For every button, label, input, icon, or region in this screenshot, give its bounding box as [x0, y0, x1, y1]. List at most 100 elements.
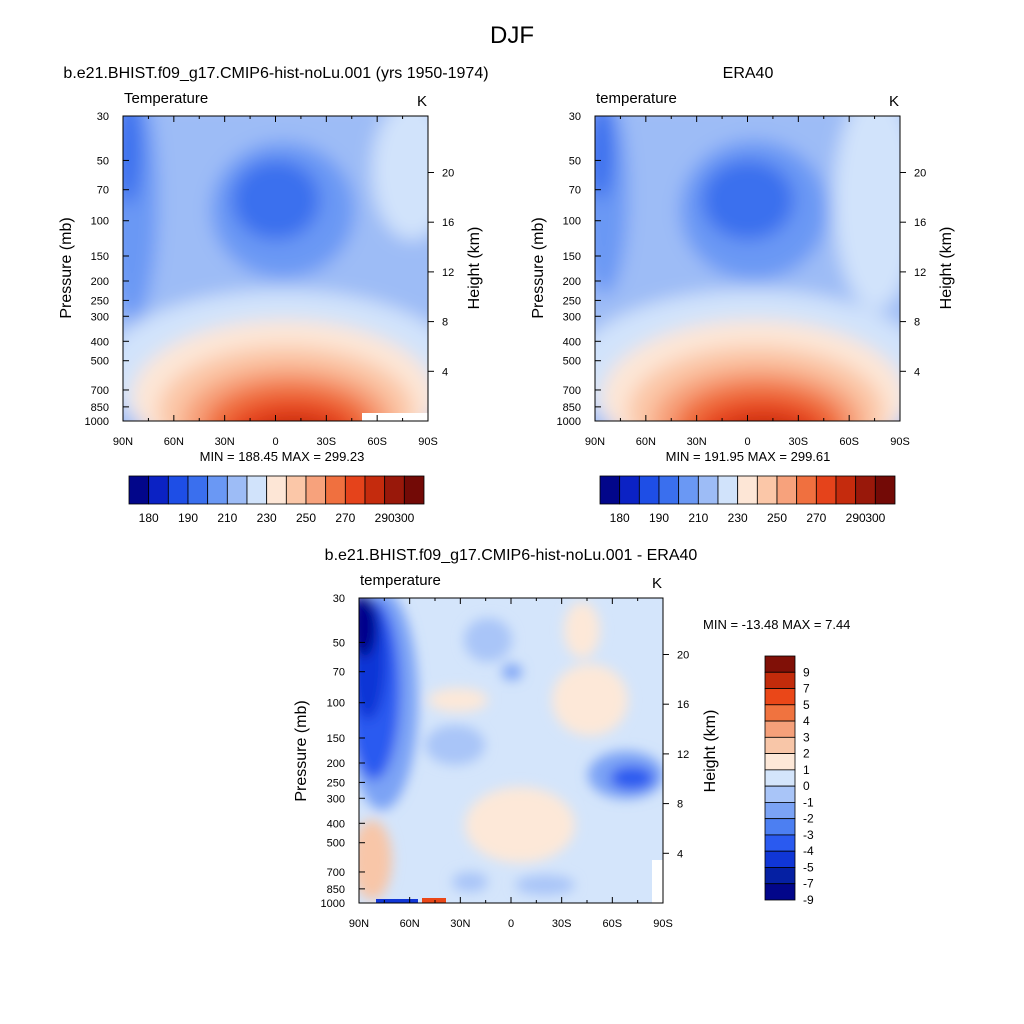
- x-tick-label: 30N: [687, 436, 707, 448]
- x-tick-label: 90N: [349, 918, 369, 930]
- colorbar-box: [305, 475, 327, 505]
- field-south-cold-2: [610, 766, 654, 790]
- field-tropopause-core: [232, 160, 320, 240]
- field-lower-5: [231, 400, 353, 421]
- x-tick-label: 0: [272, 436, 278, 448]
- y-right-tick-label: 16: [914, 217, 926, 229]
- colorbar-box: [855, 475, 876, 505]
- stats-text: MIN = 191.95 MAX = 299.61: [666, 449, 831, 464]
- field-blue-patch: [502, 664, 522, 680]
- y-tick-label: 300: [563, 311, 581, 323]
- colorbar-box: [128, 475, 150, 505]
- y-right-tick-label: 12: [442, 267, 454, 279]
- y-tick-label: 30: [569, 111, 581, 123]
- y-tick-label: 400: [563, 336, 581, 348]
- y-right-tick-label: 8: [677, 799, 683, 811]
- y-tick-label: 150: [563, 251, 581, 263]
- y-right-tick-label: 8: [914, 317, 920, 329]
- x-tick-label: 60S: [603, 918, 623, 930]
- colorbar-label: 210: [688, 511, 708, 525]
- x-tick-label: 30S: [789, 436, 809, 448]
- x-tick-label: 60S: [839, 436, 859, 448]
- colorbar-label: 9: [803, 665, 810, 679]
- colorbar-box: [764, 655, 796, 673]
- colorbar-box: [764, 802, 796, 820]
- colorbar-box: [638, 475, 660, 505]
- x-tick-label: 60N: [636, 436, 656, 448]
- y-right-tick-label: 12: [914, 267, 926, 279]
- y-tick-label: 250: [563, 295, 581, 307]
- y-ticks: 30 50 70 100 150 200 250 300 400 500 700 850 1000: [85, 111, 129, 428]
- colorbar-box: [678, 475, 699, 505]
- colorbar-label: -5: [803, 860, 814, 874]
- colorbar: 9 7 5 4 3 2 1 0 -1 -2 -3 -4 -5 -7 -9: [764, 655, 814, 907]
- y-tick-label: 250: [91, 295, 109, 307]
- x-tick-label: 90S: [653, 918, 673, 930]
- colorbar-box: [764, 818, 796, 836]
- colorbar-label: 230: [257, 511, 277, 525]
- y-tick-label: 1000: [557, 416, 581, 428]
- heatmap-field: [359, 598, 663, 903]
- x-tick-label: 30N: [215, 436, 235, 448]
- y-right-tick-label: 20: [442, 167, 454, 179]
- x-tick-label: 90S: [418, 436, 438, 448]
- colorbar-box: [187, 475, 209, 505]
- panel-title: b.e21.BHIST.f09_g17.CMIP6-hist-noLu.001 …: [63, 65, 488, 82]
- colorbar-label: 190: [178, 511, 198, 525]
- y-ticks: 30 50 70 100 150 200 250 300 400 500 700 850 1000: [321, 593, 365, 910]
- field-warm-patch: [564, 602, 600, 658]
- colorbar-box: [658, 475, 680, 505]
- y-tick-label: 200: [563, 276, 581, 288]
- field-warm-patch: [465, 787, 575, 863]
- field-surface-hot: [271, 418, 317, 421]
- colorbar-box: [756, 475, 778, 505]
- colorbar-label: 270: [806, 511, 826, 525]
- field-warm-patch: [552, 664, 628, 736]
- y-right-tick-label: 8: [442, 317, 448, 329]
- colorbar-box: [697, 475, 719, 505]
- x-tick-label: 90N: [585, 436, 605, 448]
- stats-text: MIN = 188.45 MAX = 299.23: [200, 449, 365, 464]
- y-tick-label: 500: [91, 356, 109, 368]
- panel-subtitle-left: temperature: [596, 90, 677, 107]
- y-tick-label: 1000: [321, 898, 345, 910]
- x-ticks: 90N 60N 30N 0 30S 60S 90S: [585, 116, 910, 448]
- field-north-cold-4: [359, 598, 377, 657]
- field-surface-hot: [422, 898, 446, 903]
- panel-subtitle-right: K: [652, 575, 662, 592]
- y-tick-label: 850: [563, 402, 581, 414]
- y-right-tick-label: 16: [677, 699, 689, 711]
- y-tick-label: 400: [91, 336, 109, 348]
- field-south-warm: [372, 116, 428, 240]
- colorbar-label: 0: [803, 779, 810, 793]
- y-tick-label: 200: [91, 276, 109, 288]
- panel-title: b.e21.BHIST.f09_g17.CMIP6-hist-noLu.001 …: [325, 547, 698, 564]
- y-axis-label: Pressure (mb): [530, 217, 547, 318]
- y-tick-label: 50: [333, 637, 345, 649]
- colorbar-box: [764, 704, 796, 722]
- y-tick-label: 150: [327, 733, 345, 745]
- y-tick-label: 100: [563, 216, 581, 228]
- y-ticks-right: 20 16 12 8 4: [663, 649, 689, 860]
- y-tick-label: 1000: [85, 416, 109, 428]
- field-missing-terrain: [362, 413, 428, 421]
- colorbar-label: 250: [296, 511, 316, 525]
- y-tick-label: 150: [91, 251, 109, 263]
- colorbar-box: [364, 475, 386, 505]
- colorbar-label: 1: [803, 763, 810, 777]
- y-tick-label: 500: [563, 356, 581, 368]
- x-ticks: 90N 60N 30N 0 30S 60S 90S: [349, 598, 673, 930]
- colorbar-box: [764, 785, 796, 803]
- colorbar-box: [764, 720, 796, 738]
- x-tick-label: 60N: [400, 918, 420, 930]
- y-right-tick-label: 4: [914, 366, 920, 378]
- colorbar-label: 300: [394, 511, 414, 525]
- y-tick-label: 70: [97, 185, 109, 197]
- y-tick-label: 700: [563, 385, 581, 397]
- y-tick-label: 100: [327, 698, 345, 710]
- y-tick-label: 500: [327, 838, 345, 850]
- x-tick-label: 90S: [890, 436, 910, 448]
- y-tick-label: 30: [97, 111, 109, 123]
- y-right-tick-label: 4: [677, 848, 683, 860]
